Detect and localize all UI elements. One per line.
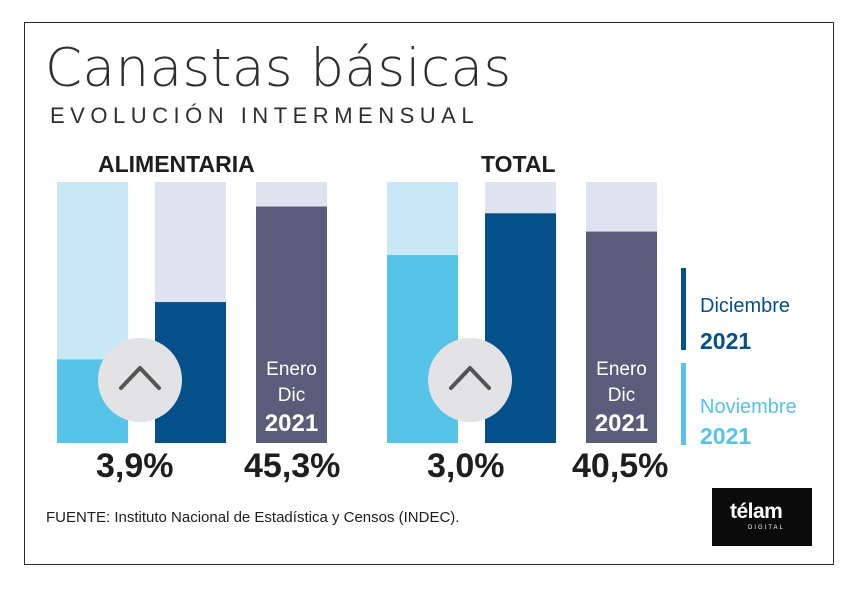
bar-alimentaria-annual [256, 206, 327, 443]
value-label-total-monthly: 3,0% [427, 447, 505, 485]
legend-dec-year: 2021 [700, 328, 752, 354]
logo-text: télam [730, 500, 783, 523]
value-label-alimentaria-monthly: 3,9% [96, 447, 174, 485]
source-note: FUENTE: Instituto Nacional de Estadístic… [46, 509, 460, 526]
bar-total-annual [586, 231, 657, 443]
legend-marker-dec [681, 268, 686, 350]
legend-nov-year: 2021 [700, 423, 752, 449]
telam-logo: télam DIGITAL [712, 488, 812, 546]
value-label-alimentaria-annual: 45,3% [244, 447, 341, 485]
up-arrow-circle-alimentaria [98, 338, 182, 422]
annual-label-mid-total: Dic [608, 385, 635, 406]
legend-dec-period: Diciembre [700, 295, 791, 317]
annual-label-top-alimentaria: Enero [266, 359, 317, 380]
chevron-up-icon [449, 366, 491, 390]
legend-marker-nov [681, 363, 686, 445]
value-label-total-annual: 40,5% [572, 447, 669, 485]
legend-nov-period: Noviembre [700, 396, 797, 418]
page-title: Canastas básicas [45, 38, 512, 99]
annual-label-year-alimentaria: 2021 [265, 410, 318, 437]
annual-label-year-total: 2021 [595, 410, 648, 437]
annual-label-mid-alimentaria: Dic [278, 385, 305, 406]
logo-subtext: DIGITAL [748, 525, 785, 531]
up-arrow-circle-total [428, 338, 512, 422]
legend-markers [681, 268, 686, 445]
group-title-total: TOTAL [481, 151, 556, 177]
annual-label-top-total: Enero [596, 359, 647, 380]
chevron-up-icon [119, 366, 161, 390]
group-title-alimentaria: ALIMENTARIA [98, 151, 255, 177]
page-subtitle: EVOLUCIÓN INTERMENSUAL [50, 103, 480, 128]
